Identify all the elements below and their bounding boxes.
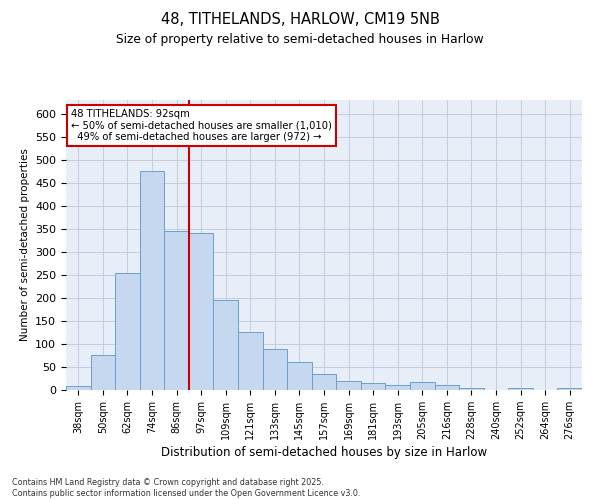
Bar [91, 356, 115, 390]
Bar [189, 234, 214, 390]
Bar [557, 388, 582, 390]
Bar [214, 300, 238, 390]
Bar [66, 386, 91, 390]
Bar [459, 388, 484, 390]
Bar [434, 386, 459, 390]
Bar [115, 272, 140, 390]
Bar [508, 388, 533, 390]
Bar [164, 231, 189, 390]
Text: Size of property relative to semi-detached houses in Harlow: Size of property relative to semi-detach… [116, 32, 484, 46]
Text: 48, TITHELANDS, HARLOW, CM19 5NB: 48, TITHELANDS, HARLOW, CM19 5NB [161, 12, 439, 28]
Bar [361, 383, 385, 390]
Bar [385, 386, 410, 390]
Bar [263, 348, 287, 390]
Bar [312, 374, 336, 390]
Y-axis label: Number of semi-detached properties: Number of semi-detached properties [20, 148, 29, 342]
Bar [238, 332, 263, 390]
Text: Contains HM Land Registry data © Crown copyright and database right 2025.
Contai: Contains HM Land Registry data © Crown c… [12, 478, 361, 498]
X-axis label: Distribution of semi-detached houses by size in Harlow: Distribution of semi-detached houses by … [161, 446, 487, 459]
Bar [287, 362, 312, 390]
Bar [140, 172, 164, 390]
Bar [336, 381, 361, 390]
Bar [410, 382, 434, 390]
Text: 48 TITHELANDS: 92sqm
← 50% of semi-detached houses are smaller (1,010)
  49% of : 48 TITHELANDS: 92sqm ← 50% of semi-detac… [71, 108, 332, 142]
